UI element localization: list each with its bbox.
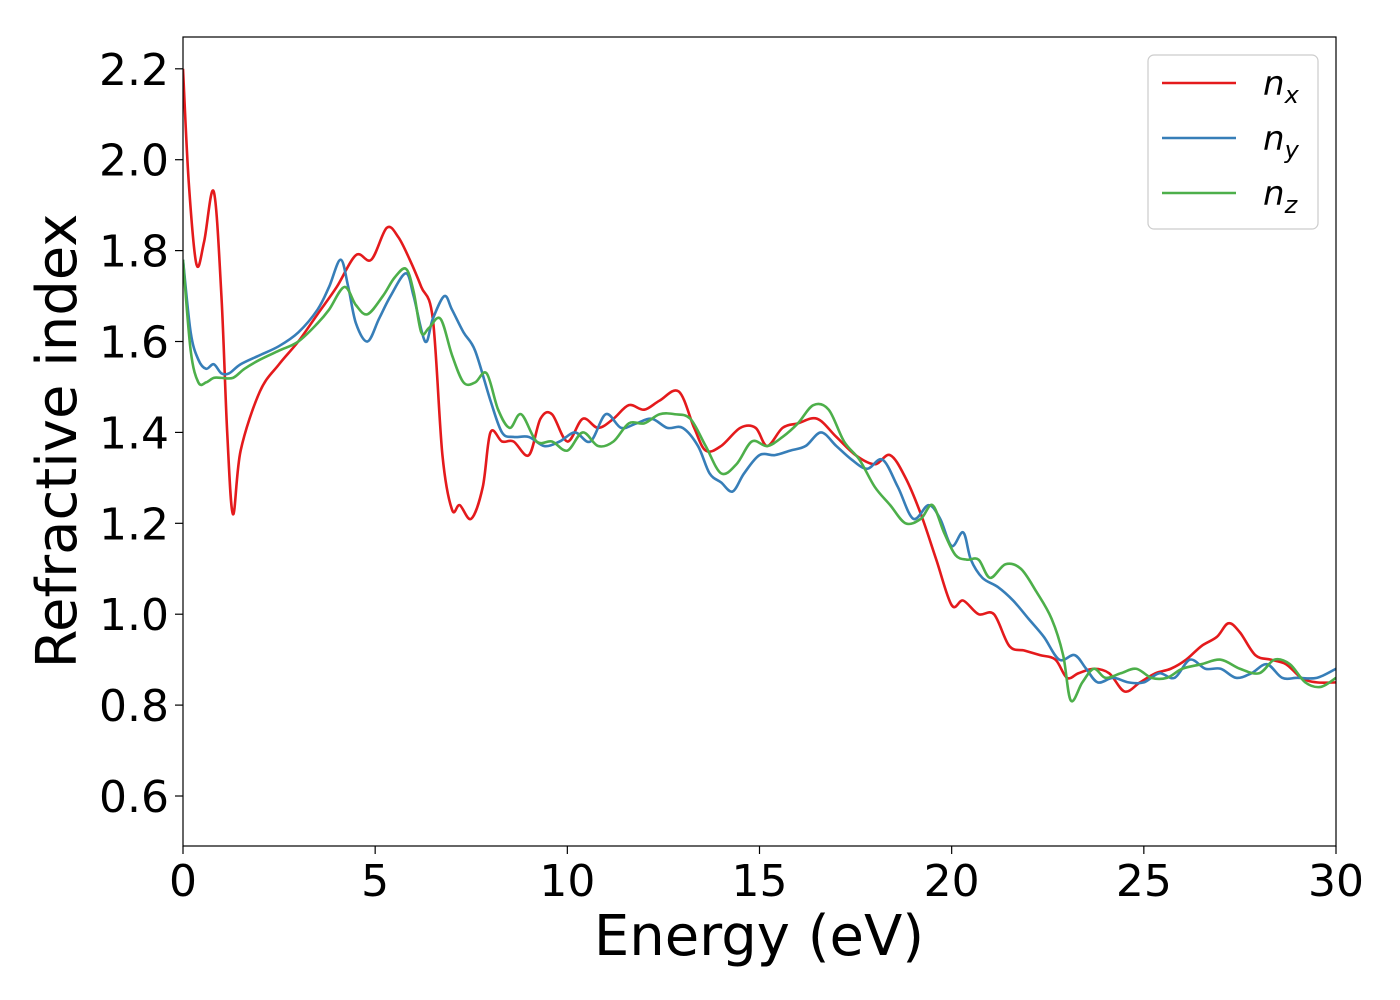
- x-tick-label: 10: [539, 856, 595, 907]
- legend-label-y: ny: [1263, 119, 1300, 164]
- legend-box: [1147, 54, 1319, 230]
- x-tick-label: 0: [169, 856, 197, 907]
- legend-label-x: nx: [1263, 64, 1300, 109]
- y-tick-label: 1.8: [99, 227, 169, 278]
- y-tick-label: 2.2: [99, 45, 169, 96]
- y-tick-label: 1.4: [99, 408, 169, 459]
- series-line-y: [183, 258, 1336, 685]
- x-axis-title: Energy (eV): [594, 904, 924, 969]
- y-tick-label: 1.2: [99, 499, 169, 550]
- x-tick-label: 5: [361, 856, 389, 907]
- y-tick-label: 1.6: [99, 318, 169, 369]
- series-line-x: [183, 68, 1336, 693]
- x-tick-label: 15: [732, 856, 788, 907]
- plot-frame: [182, 36, 1337, 847]
- series-line-z: [183, 259, 1336, 703]
- legend: nx ny nz: [1147, 54, 1319, 230]
- series-group: [183, 68, 1336, 703]
- y-tick-label: 1.0: [99, 590, 169, 641]
- line-layer: [183, 68, 1336, 703]
- tick-layer: 0 5 10 15 20 25 30 0.6 0.8 1.0 1.2 1.4 1.6 1.8 2.0 2.2: [99, 45, 1364, 907]
- y-tick-label: 0.6: [99, 772, 169, 823]
- x-tick-label: 25: [1116, 856, 1172, 907]
- x-tick-label: 30: [1308, 856, 1364, 907]
- y-tick-label: 0.8: [99, 681, 169, 732]
- x-tick-label: 20: [924, 856, 980, 907]
- y-tick-label: 2.0: [99, 136, 169, 187]
- legend-label-z: nz: [1263, 174, 1299, 219]
- y-axis-title: Refractive index: [25, 214, 90, 669]
